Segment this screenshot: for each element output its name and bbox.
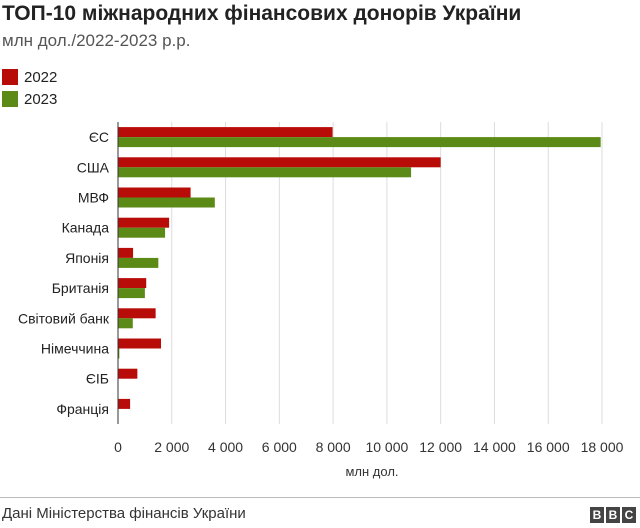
bar-2022 <box>118 157 441 168</box>
bar-2022 <box>118 187 191 198</box>
bbc-logo: B B C <box>590 507 636 523</box>
bar-2022 <box>118 247 134 258</box>
legend-swatch-2022 <box>2 69 18 85</box>
category-label: ЄІБ <box>86 371 109 387</box>
bbc-logo-block: C <box>622 507 636 523</box>
bar-2022 <box>118 338 162 349</box>
bar-2023 <box>118 197 215 208</box>
bar-2022 <box>118 308 156 319</box>
bar-2023 <box>118 227 166 238</box>
x-tick-label: 10 000 <box>365 439 408 455</box>
chart-title: ТОП-10 міжнародних фінансових донорів Ук… <box>2 2 522 25</box>
bbc-logo-block: B <box>606 507 620 523</box>
category-label: Німеччина <box>41 341 109 357</box>
legend-swatch-2023 <box>2 91 18 107</box>
x-tick-label: 2 000 <box>154 439 189 455</box>
bar-2022 <box>118 127 333 138</box>
bar-2023 <box>118 288 145 299</box>
x-axis-label: млн дол. <box>345 464 398 479</box>
x-tick-label: 0 <box>114 439 122 455</box>
category-label: Британія <box>52 280 109 296</box>
x-tick-label: 8 000 <box>316 439 351 455</box>
bar-2023 <box>118 137 601 148</box>
category-label: Франція <box>56 401 109 417</box>
x-tick-label: 16 000 <box>527 439 570 455</box>
category-label: Світовий банк <box>18 310 110 326</box>
chart-subtitle: млн дол./2022-2023 р.р. <box>2 31 191 50</box>
bar-chart: 0 2 000 4 000 6 000 8 000 10 000 12 000 14 000 1… <box>18 122 624 479</box>
x-tick-label: 14 000 <box>473 439 516 455</box>
x-tick-label: 12 000 <box>419 439 462 455</box>
legend-label-2023: 2023 <box>24 90 58 108</box>
footer-divider <box>0 497 640 498</box>
x-tick-label: 18 000 <box>581 439 624 455</box>
legend: 2022 2023 <box>2 66 57 110</box>
x-tick-label: 6 000 <box>262 439 297 455</box>
category-label: ЄС <box>89 129 109 145</box>
source-note: Дані Міністерства фінансів України <box>2 505 246 522</box>
bar-2022 <box>118 217 170 228</box>
category-label: Канада <box>62 220 110 236</box>
bar-2022 <box>118 278 147 289</box>
legend-label-2022: 2022 <box>24 68 58 86</box>
legend-item-2023: 2023 <box>2 88 57 110</box>
bar-2023 <box>118 167 412 178</box>
bar-2023 <box>118 348 120 359</box>
bar-2022 <box>118 368 138 379</box>
category-label: МВФ <box>78 190 109 206</box>
category-label: США <box>77 159 110 175</box>
category-label: Японія <box>65 250 109 266</box>
bar-2023 <box>118 318 133 329</box>
x-tick-label: 4 000 <box>208 439 243 455</box>
legend-item-2022: 2022 <box>2 66 57 88</box>
bbc-logo-block: B <box>590 507 604 523</box>
bar-2022 <box>118 398 131 409</box>
bar-2023 <box>118 257 159 268</box>
